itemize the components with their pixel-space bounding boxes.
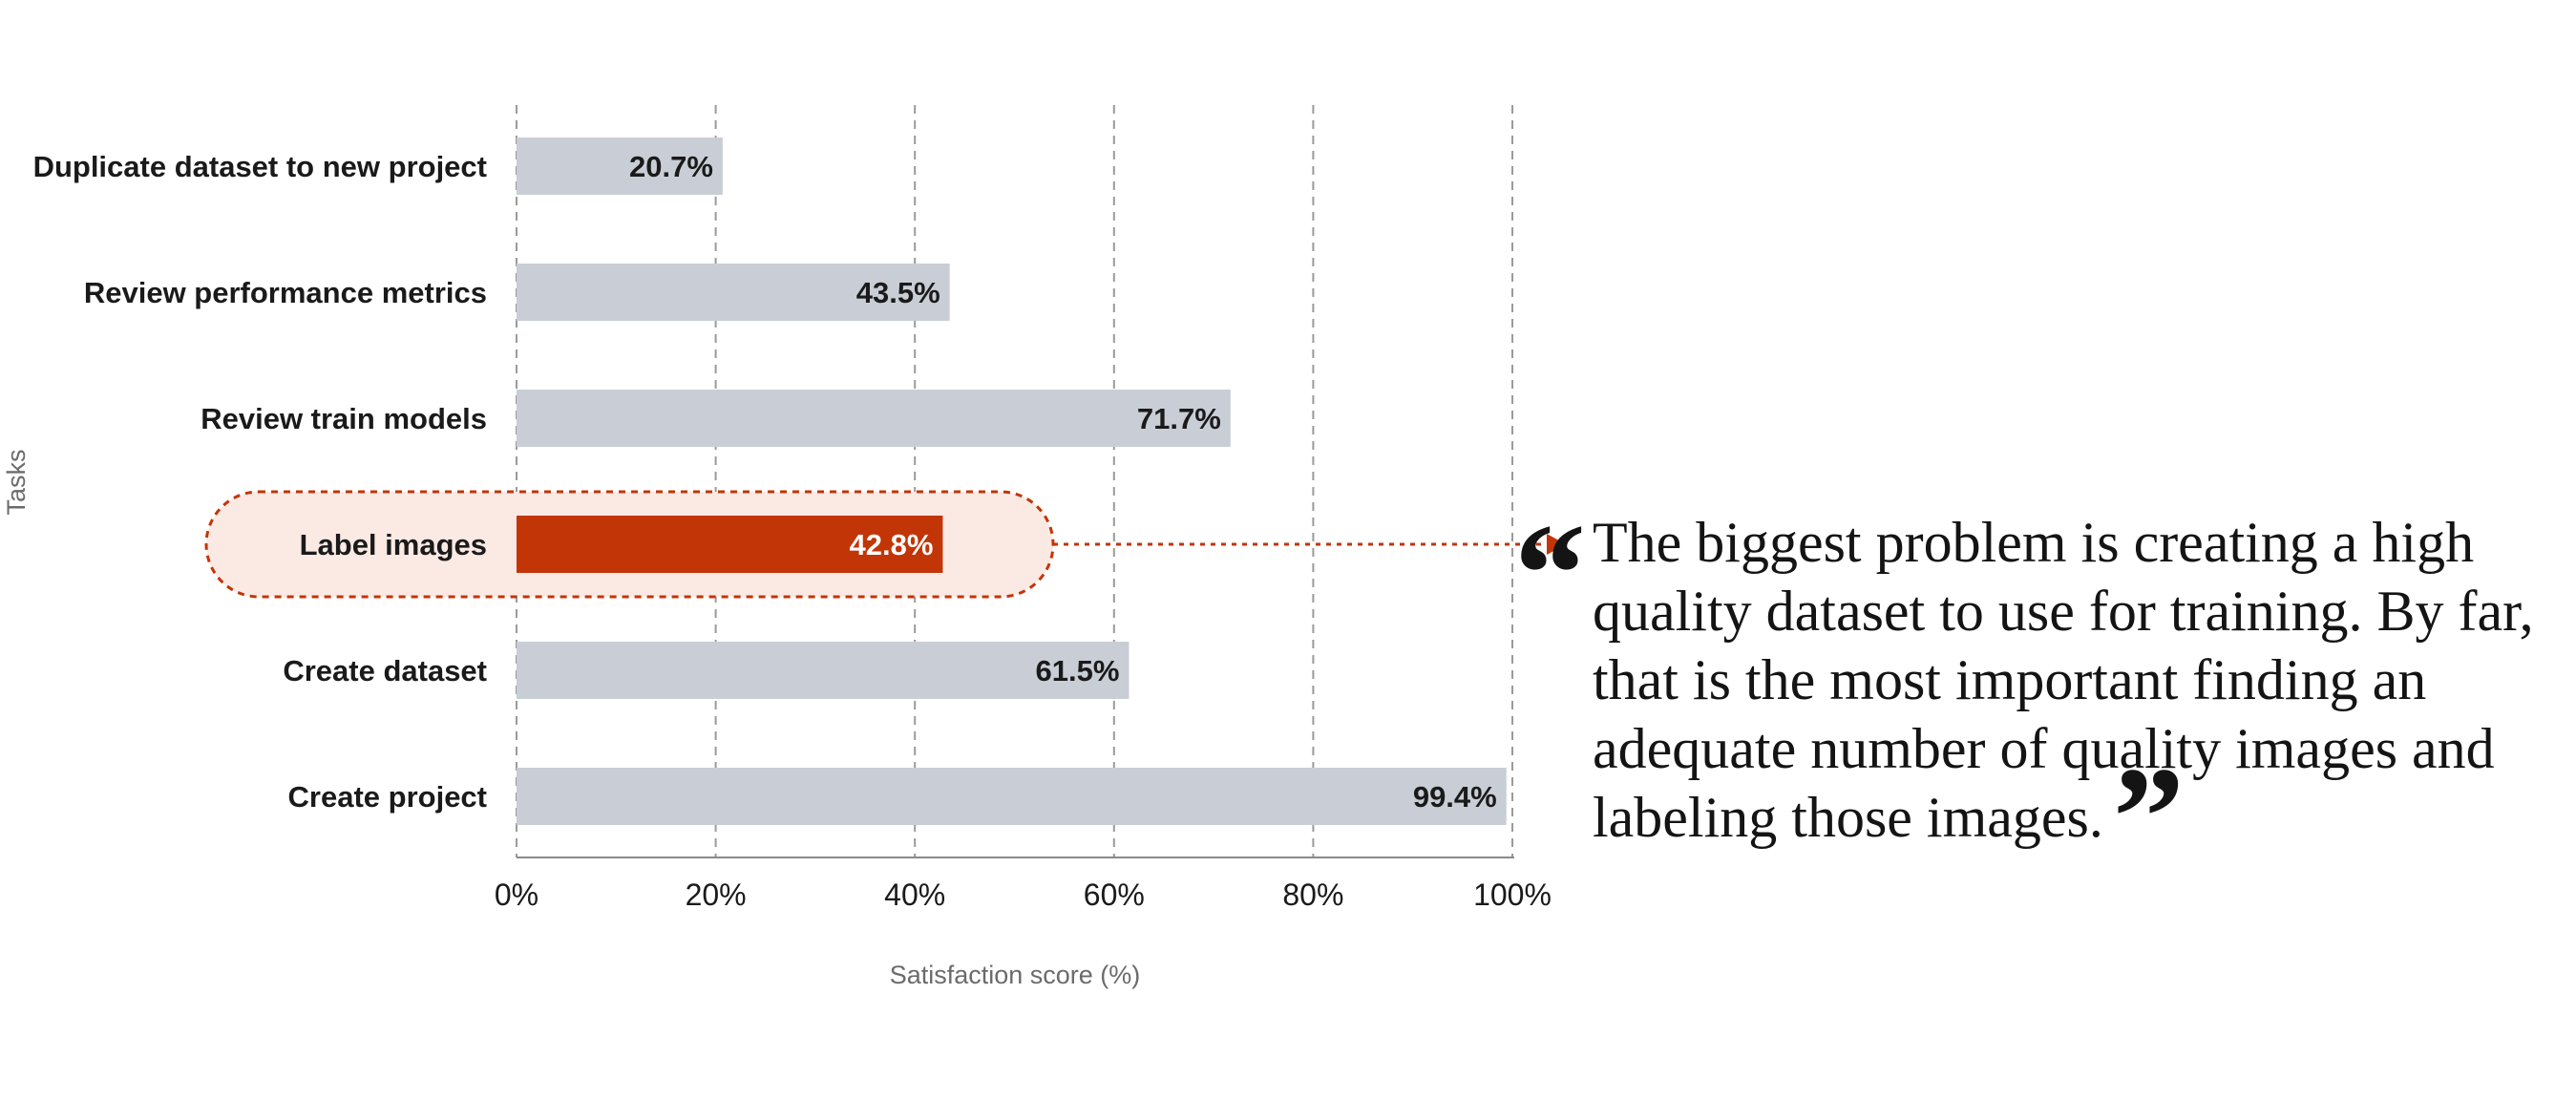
callout-arrowhead bbox=[1547, 534, 1566, 555]
x-axis-title: Satisfaction score (%) bbox=[890, 961, 1141, 989]
category-label: Review performance metrics bbox=[84, 276, 487, 309]
x-tick-label: 60% bbox=[1084, 878, 1145, 912]
bar-value-label: 71.7% bbox=[1137, 402, 1221, 435]
bar bbox=[517, 390, 1231, 447]
bar-value-label: 43.5% bbox=[856, 276, 940, 309]
bar bbox=[517, 768, 1507, 825]
open-quote-mark: “ bbox=[1514, 495, 1586, 653]
bar-value-label: 61.5% bbox=[1036, 654, 1120, 688]
x-tick-label: 20% bbox=[686, 878, 747, 912]
x-axis: 0% 20% 40% 60% 80% 100% bbox=[495, 857, 1552, 912]
bar-value-label: 99.4% bbox=[1413, 780, 1497, 814]
y-axis-title: Tasks bbox=[2, 449, 31, 515]
bar-value-label: 42.8% bbox=[849, 528, 933, 561]
category-label: Review train models bbox=[201, 402, 487, 435]
chart-grid bbox=[516, 105, 1513, 857]
bar bbox=[517, 264, 950, 321]
bar-value-label: 20.7% bbox=[629, 150, 713, 183]
bar bbox=[517, 642, 1130, 699]
category-label: Duplicate dataset to new project bbox=[33, 150, 487, 183]
x-tick-label: 40% bbox=[884, 878, 945, 912]
close-quote-mark: ” bbox=[2112, 738, 2185, 897]
quote-block: “ The biggest problem is creating a high… bbox=[1514, 502, 2576, 889]
quote-text: The biggest problem is creating a high q… bbox=[1593, 511, 2534, 849]
category-label: Label images bbox=[300, 528, 487, 561]
category-label: Create dataset bbox=[283, 654, 487, 688]
x-tick-label: 100% bbox=[1473, 878, 1552, 912]
x-tick-label: 0% bbox=[495, 878, 538, 912]
bar bbox=[517, 516, 943, 573]
bars-group: 20.7% Duplicate dataset to new project 43.… bbox=[33, 138, 1507, 825]
bar bbox=[517, 138, 723, 195]
category-label: Create project bbox=[288, 780, 487, 814]
x-tick-label: 80% bbox=[1282, 878, 1343, 912]
